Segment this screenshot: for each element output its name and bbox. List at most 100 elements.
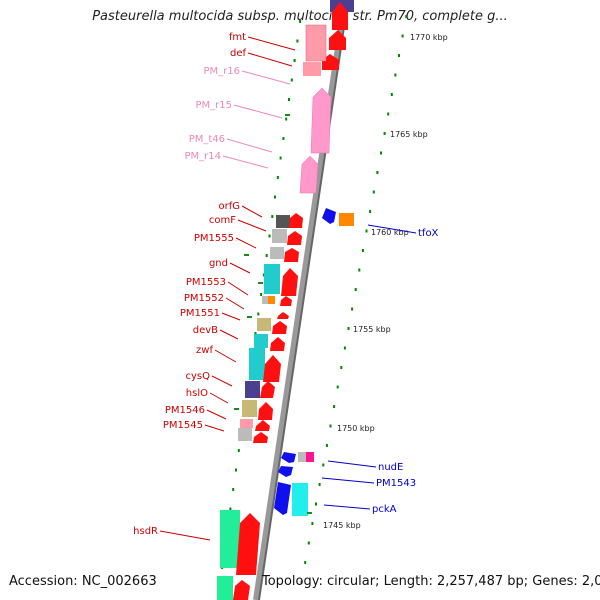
scale-dash bbox=[333, 405, 336, 408]
scale-dash bbox=[329, 424, 332, 428]
scale-dash bbox=[257, 312, 260, 316]
scale-dash bbox=[380, 151, 382, 155]
scale-dash bbox=[325, 444, 328, 447]
label-connector bbox=[237, 219, 267, 232]
label-connector bbox=[221, 312, 241, 321]
label-connector bbox=[229, 262, 251, 274]
label-connectors-left bbox=[159, 36, 296, 541]
gene-label-orfg: orfG bbox=[219, 201, 241, 212]
label-connector bbox=[367, 224, 417, 234]
scale-dash bbox=[340, 366, 343, 369]
scale-dash bbox=[290, 78, 293, 82]
label-connector bbox=[327, 460, 377, 468]
scale-dash bbox=[229, 507, 232, 511]
label-connector bbox=[211, 375, 233, 387]
gene-label-pm1551: PM1551 bbox=[180, 308, 220, 319]
label-connector bbox=[209, 392, 229, 404]
label-connector bbox=[241, 205, 263, 218]
scale-dash bbox=[347, 327, 350, 330]
label-connector bbox=[247, 52, 293, 67]
gene-label-hsdr: hsdR bbox=[133, 526, 158, 537]
scale-dash bbox=[299, 20, 302, 23]
scale-dash bbox=[235, 468, 237, 472]
scale-dash bbox=[358, 268, 361, 272]
gene-labels-right: tfoX nudE PM1543 pckA bbox=[372, 228, 439, 515]
scale-dash bbox=[293, 59, 296, 62]
scale-dash bbox=[262, 273, 265, 277]
scale-dash bbox=[276, 176, 279, 179]
tick-1745: 1745 kbp bbox=[323, 521, 361, 530]
scale-dash bbox=[237, 449, 240, 452]
label-connector bbox=[206, 409, 227, 420]
scale-dash bbox=[304, 561, 307, 564]
scale-dash bbox=[383, 132, 386, 135]
label-connector bbox=[321, 477, 375, 484]
scale-dash bbox=[361, 249, 364, 252]
gene-label-cysq: cysQ bbox=[186, 371, 211, 382]
scale-dash bbox=[254, 332, 257, 335]
tick-1765: 1765 kbp bbox=[390, 130, 428, 139]
gene-label-devb: devB bbox=[193, 325, 218, 336]
scale-dash bbox=[405, 15, 408, 18]
scale-dash bbox=[307, 541, 310, 545]
scale-dash bbox=[387, 112, 390, 116]
label-connector bbox=[214, 349, 237, 363]
label-connector bbox=[241, 70, 291, 85]
gene-label-gnd: gnd bbox=[209, 258, 228, 269]
topology-text: Topology: circular; Length: 2,257,487 bp… bbox=[262, 574, 600, 589]
tick-1755: 1755 kbp bbox=[353, 325, 391, 334]
scale-dash bbox=[279, 156, 282, 160]
tick-1750: 1750 kbp bbox=[337, 424, 375, 433]
scale-dash bbox=[376, 171, 379, 174]
scale-dash bbox=[288, 98, 290, 101]
gene-label-comf: comF bbox=[209, 215, 236, 226]
gene-label-pm1552: PM1552 bbox=[184, 293, 224, 304]
gene-label-zwf: zwf bbox=[196, 345, 213, 356]
label-connector bbox=[219, 329, 239, 340]
scale-dash bbox=[365, 229, 368, 233]
scale-dash bbox=[336, 385, 339, 389]
scale-dash bbox=[343, 346, 346, 350]
kbp-ticks: 1770 kbp 1765 kbp 1760 kbp 1755 kbp 1750… bbox=[323, 33, 448, 530]
scale-dash bbox=[372, 190, 375, 194]
label-connectors-right bbox=[321, 224, 417, 510]
tick-1760: 1760 kbp bbox=[371, 228, 409, 237]
label-connector bbox=[159, 530, 211, 541]
gene-label-tfox: tfoX bbox=[418, 228, 439, 239]
scale-dash bbox=[260, 293, 263, 296]
map-title: Pasteurella multocida subsp. multocida s… bbox=[92, 9, 508, 24]
scale-dash bbox=[318, 483, 321, 486]
tick-1770: 1770 kbp bbox=[410, 33, 448, 42]
label-connector bbox=[227, 281, 249, 296]
scale-dash bbox=[311, 522, 314, 525]
gene-label-pm1543: PM1543 bbox=[376, 478, 416, 489]
gene-label-pm-r14: PM_r14 bbox=[185, 151, 222, 162]
scale-dash bbox=[390, 93, 393, 96]
scale-dash bbox=[268, 234, 271, 238]
label-connector bbox=[204, 424, 225, 432]
gene-label-hslo: hslO bbox=[186, 388, 208, 399]
label-connector bbox=[222, 155, 269, 169]
gene-label-pm-r16: PM_r16 bbox=[204, 66, 241, 77]
gene-labels-left: fmt def PM_r16 PM_r15 PM_t46 PM_r14 orfG comF PM… bbox=[133, 32, 246, 537]
scale-dash bbox=[285, 117, 288, 121]
gene-label-def: def bbox=[230, 48, 247, 59]
scale-dash bbox=[398, 54, 400, 57]
scale-dash bbox=[300, 580, 303, 584]
gene-label-pcka: pckA bbox=[372, 504, 397, 515]
label-connector bbox=[225, 297, 245, 310]
label-connector bbox=[226, 138, 273, 153]
scale-dash bbox=[401, 34, 404, 38]
scale-dash bbox=[394, 73, 397, 77]
gene-label-pm1546: PM1546 bbox=[165, 405, 205, 416]
scale-dash bbox=[351, 307, 354, 311]
scale-dash bbox=[369, 210, 372, 213]
scale-dashes-right bbox=[300, 15, 408, 584]
scale-dash bbox=[274, 195, 276, 199]
gene-label-pm-r15: PM_r15 bbox=[196, 100, 233, 111]
accession-text: Accession: NC_002663 bbox=[9, 574, 157, 589]
scale-dash bbox=[271, 215, 274, 218]
gene-label-pm1555: PM1555 bbox=[194, 233, 234, 244]
scale-dash bbox=[354, 288, 357, 291]
